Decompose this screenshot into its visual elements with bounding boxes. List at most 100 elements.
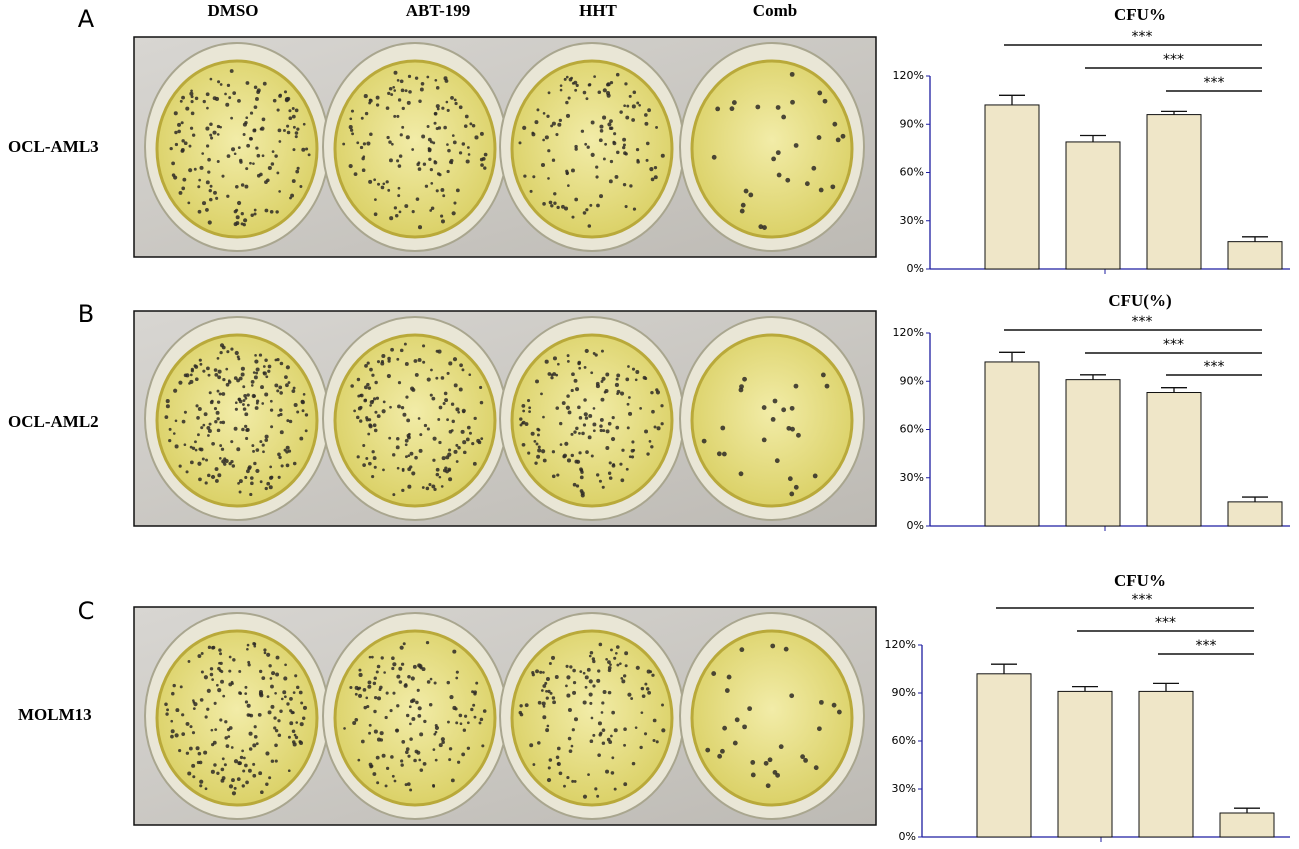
colony (557, 122, 562, 127)
colony (276, 389, 280, 393)
colony (417, 706, 422, 711)
error-bar (999, 94, 1025, 105)
colony (625, 115, 630, 120)
colony (246, 647, 249, 651)
colony (253, 734, 258, 739)
colony (207, 428, 212, 433)
colony (447, 720, 450, 724)
colony (471, 690, 475, 694)
colony (434, 758, 438, 762)
colony (619, 110, 623, 114)
chart-title: CFU% (1114, 571, 1166, 590)
colony (418, 664, 423, 669)
colony (209, 667, 214, 671)
colony (275, 210, 279, 214)
colony (400, 662, 405, 666)
colony (284, 98, 289, 103)
colony (235, 215, 240, 220)
colony (445, 100, 449, 104)
colony (189, 460, 194, 465)
colony (761, 437, 767, 443)
colony (372, 772, 377, 776)
colony (566, 775, 570, 780)
colony (266, 481, 271, 486)
colony (770, 416, 776, 422)
colony (220, 669, 224, 674)
colony (390, 755, 394, 759)
colony (594, 353, 598, 357)
colony (440, 737, 445, 742)
colony (523, 174, 527, 178)
colony (435, 189, 439, 193)
colony (178, 464, 182, 468)
colony (292, 148, 296, 152)
colony (457, 760, 461, 764)
colony (233, 426, 238, 431)
colony (404, 438, 409, 443)
colony (624, 651, 629, 656)
colony (216, 357, 220, 360)
colony (265, 751, 270, 756)
colony (389, 405, 392, 409)
colony (431, 484, 436, 489)
colony (605, 446, 610, 450)
colony (597, 721, 602, 726)
colony (288, 419, 293, 424)
colony (373, 428, 378, 433)
colony (442, 468, 447, 473)
colony (596, 203, 600, 208)
colony (584, 142, 588, 146)
colony (632, 90, 637, 95)
column-label: HHT (579, 1, 617, 20)
colony (570, 453, 575, 458)
colony (582, 211, 587, 215)
colony (623, 104, 626, 108)
colony (822, 98, 828, 104)
colony (701, 438, 707, 444)
colony (818, 187, 824, 193)
colony (244, 397, 248, 400)
colony (803, 758, 808, 763)
colony (435, 86, 440, 90)
colony (564, 441, 569, 446)
colony (396, 466, 400, 470)
colony (255, 742, 259, 746)
colony (372, 456, 377, 461)
colony (178, 190, 183, 195)
colony (233, 786, 237, 790)
colony (416, 688, 420, 692)
colony (606, 737, 611, 742)
colony (391, 774, 395, 778)
colony (256, 88, 261, 93)
colony (243, 218, 248, 223)
colony (244, 763, 248, 768)
colony (458, 713, 463, 718)
colony (479, 400, 484, 405)
colony (396, 674, 401, 679)
colony (573, 378, 578, 383)
colony (434, 730, 438, 734)
colony (190, 95, 194, 99)
colony (630, 697, 634, 700)
colony (715, 106, 721, 112)
colony (194, 96, 199, 101)
error-bar (1161, 110, 1187, 115)
colony (242, 399, 246, 403)
colony (532, 175, 536, 179)
colony (274, 759, 278, 763)
colony (228, 682, 233, 687)
column-label: Comb (753, 1, 797, 20)
colony (269, 399, 273, 403)
colony (620, 677, 624, 680)
colony (404, 443, 408, 447)
colony (241, 427, 245, 432)
colony (580, 493, 585, 498)
colony (374, 410, 378, 414)
colony (800, 754, 806, 760)
colony (548, 200, 553, 205)
colony (622, 674, 627, 678)
dish-agar (155, 333, 319, 508)
colony (271, 671, 276, 676)
colony (552, 372, 557, 376)
colony (739, 647, 745, 653)
